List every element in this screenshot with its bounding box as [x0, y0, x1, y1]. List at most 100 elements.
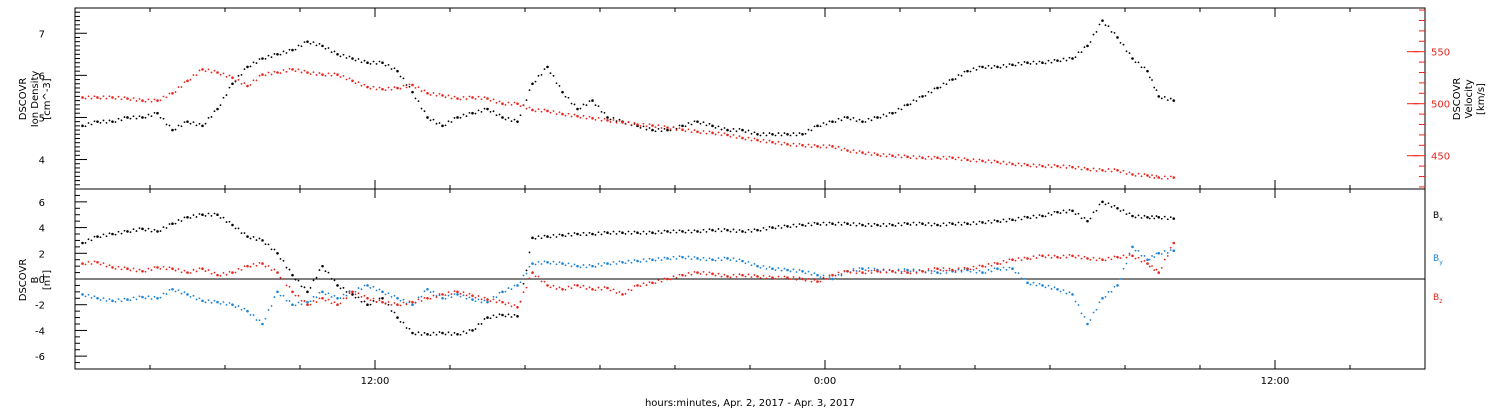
density-series-dot	[414, 97, 417, 100]
velocity-series-dot	[1166, 177, 1169, 180]
bz-series-dot	[222, 272, 225, 274]
bz-series-point	[1086, 257, 1089, 260]
density-series-point	[366, 61, 369, 65]
bz-series-dot	[1098, 257, 1101, 260]
bz-series-dot	[369, 299, 372, 302]
by-series-dot	[822, 274, 825, 277]
velocity-series-dot	[930, 158, 933, 160]
bz-series-dot	[84, 263, 87, 266]
by-series-dot	[90, 297, 93, 299]
velocity-ylabel-line1: DSCOVR	[1452, 78, 1463, 121]
density-ylabel-line2: Ion Density	[30, 71, 41, 128]
velocity-series-point	[171, 91, 174, 95]
density-series-dot	[510, 120, 513, 123]
density-series-point	[126, 116, 129, 119]
density-series-point	[111, 120, 114, 123]
density-series-dot	[1143, 66, 1146, 69]
velocity-series-dot	[969, 160, 972, 163]
density-series-dot	[219, 104, 222, 107]
density-series-dot	[768, 132, 771, 134]
bz-series-dot	[1059, 257, 1062, 259]
by-series-dot	[828, 276, 831, 278]
density-series-dot	[1169, 97, 1172, 100]
bz-series-dot	[624, 292, 627, 295]
bz-series-dot	[267, 265, 270, 267]
velocity-series-dot	[90, 97, 93, 100]
by-series-dot	[939, 272, 942, 275]
velocity-series-dot	[420, 90, 423, 93]
velocity-series-dot	[468, 95, 471, 98]
by-series-dot	[1166, 252, 1169, 254]
bx-series-dot	[1113, 204, 1116, 207]
velocity-series-dot	[939, 158, 942, 160]
by-series-dot	[798, 268, 801, 271]
velocity-series-dot	[477, 95, 480, 98]
bz-series-dot	[324, 299, 327, 302]
by-series-dot	[1163, 250, 1166, 252]
density-series-dot	[1044, 62, 1047, 65]
bz-series-dot	[609, 289, 612, 292]
density-series-dot	[963, 70, 966, 73]
bx-series-dot	[1125, 213, 1128, 216]
by-series-dot	[1092, 311, 1095, 314]
density-series-point	[336, 53, 339, 56]
by-series-dot	[198, 297, 201, 300]
density-series-dot	[534, 80, 537, 83]
velocity-series-dot	[1065, 167, 1068, 169]
bx-series-point	[771, 226, 774, 229]
velocity-series-dot	[129, 99, 132, 102]
bx-series-dot	[249, 237, 252, 240]
velocity-series-dot	[519, 105, 522, 108]
density-series-dot	[549, 72, 552, 75]
x-tick-label: 12:00	[361, 376, 390, 387]
by-series-dot	[933, 270, 936, 273]
bx-series-dot	[978, 220, 981, 223]
density-series-dot	[693, 120, 696, 123]
bz-series	[81, 241, 1176, 309]
by-series-dot	[483, 299, 486, 302]
bx-series-dot	[414, 333, 417, 336]
velocity-series-dot	[1122, 169, 1125, 172]
bx-series-dot	[858, 222, 861, 225]
density-series-dot	[1035, 63, 1038, 65]
bz-series-dot	[909, 272, 912, 275]
density-series-dot	[315, 44, 318, 47]
bx-series-dot	[1140, 217, 1143, 219]
velocity-series-dot	[138, 98, 141, 100]
bx-series-dot	[657, 230, 660, 232]
density-series-point	[516, 120, 519, 123]
velocity-series-point	[711, 131, 714, 135]
bz-series-dot	[543, 280, 546, 283]
by-series-dot	[249, 314, 252, 316]
density-series-dot	[348, 55, 351, 58]
bx-series-dot	[90, 239, 93, 242]
density-series-dot	[885, 115, 888, 118]
by-series-point	[756, 264, 759, 268]
velocity-series-dot	[1047, 164, 1050, 166]
velocity-series-dot	[1083, 166, 1086, 169]
bz-series-dot	[984, 265, 987, 268]
density-series-dot	[384, 64, 387, 67]
velocity-series-point	[126, 97, 129, 100]
bz-series-dot	[240, 269, 243, 271]
by-series-dot	[480, 301, 483, 304]
bz-series-dot	[420, 300, 423, 302]
by-series-dot	[900, 270, 903, 273]
density-series-dot	[849, 118, 852, 121]
velocity-series-dot	[99, 97, 102, 100]
bz-series-point	[756, 275, 759, 278]
bx-series-dot	[780, 227, 783, 229]
velocity-series-dot	[297, 68, 300, 71]
density-series-dot	[420, 107, 423, 110]
bx-series-dot	[552, 233, 555, 236]
density-series-point	[606, 116, 609, 119]
by-series-point	[1116, 284, 1119, 287]
by-series-point	[681, 255, 684, 259]
density-series-dot	[1083, 46, 1086, 49]
velocity-series-point	[261, 73, 264, 76]
by-series-point	[426, 287, 429, 291]
density-series-dot	[738, 127, 741, 130]
bz-series-dot	[867, 269, 870, 272]
bx-series-point	[981, 221, 984, 224]
bottom-panel-series	[81, 200, 1176, 337]
